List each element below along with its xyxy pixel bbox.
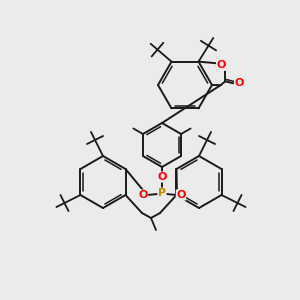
Text: O: O	[157, 172, 167, 182]
Text: O: O	[138, 190, 148, 200]
Text: O: O	[235, 78, 244, 88]
Text: O: O	[176, 190, 186, 200]
Text: O: O	[217, 60, 226, 70]
Text: P: P	[158, 188, 166, 198]
